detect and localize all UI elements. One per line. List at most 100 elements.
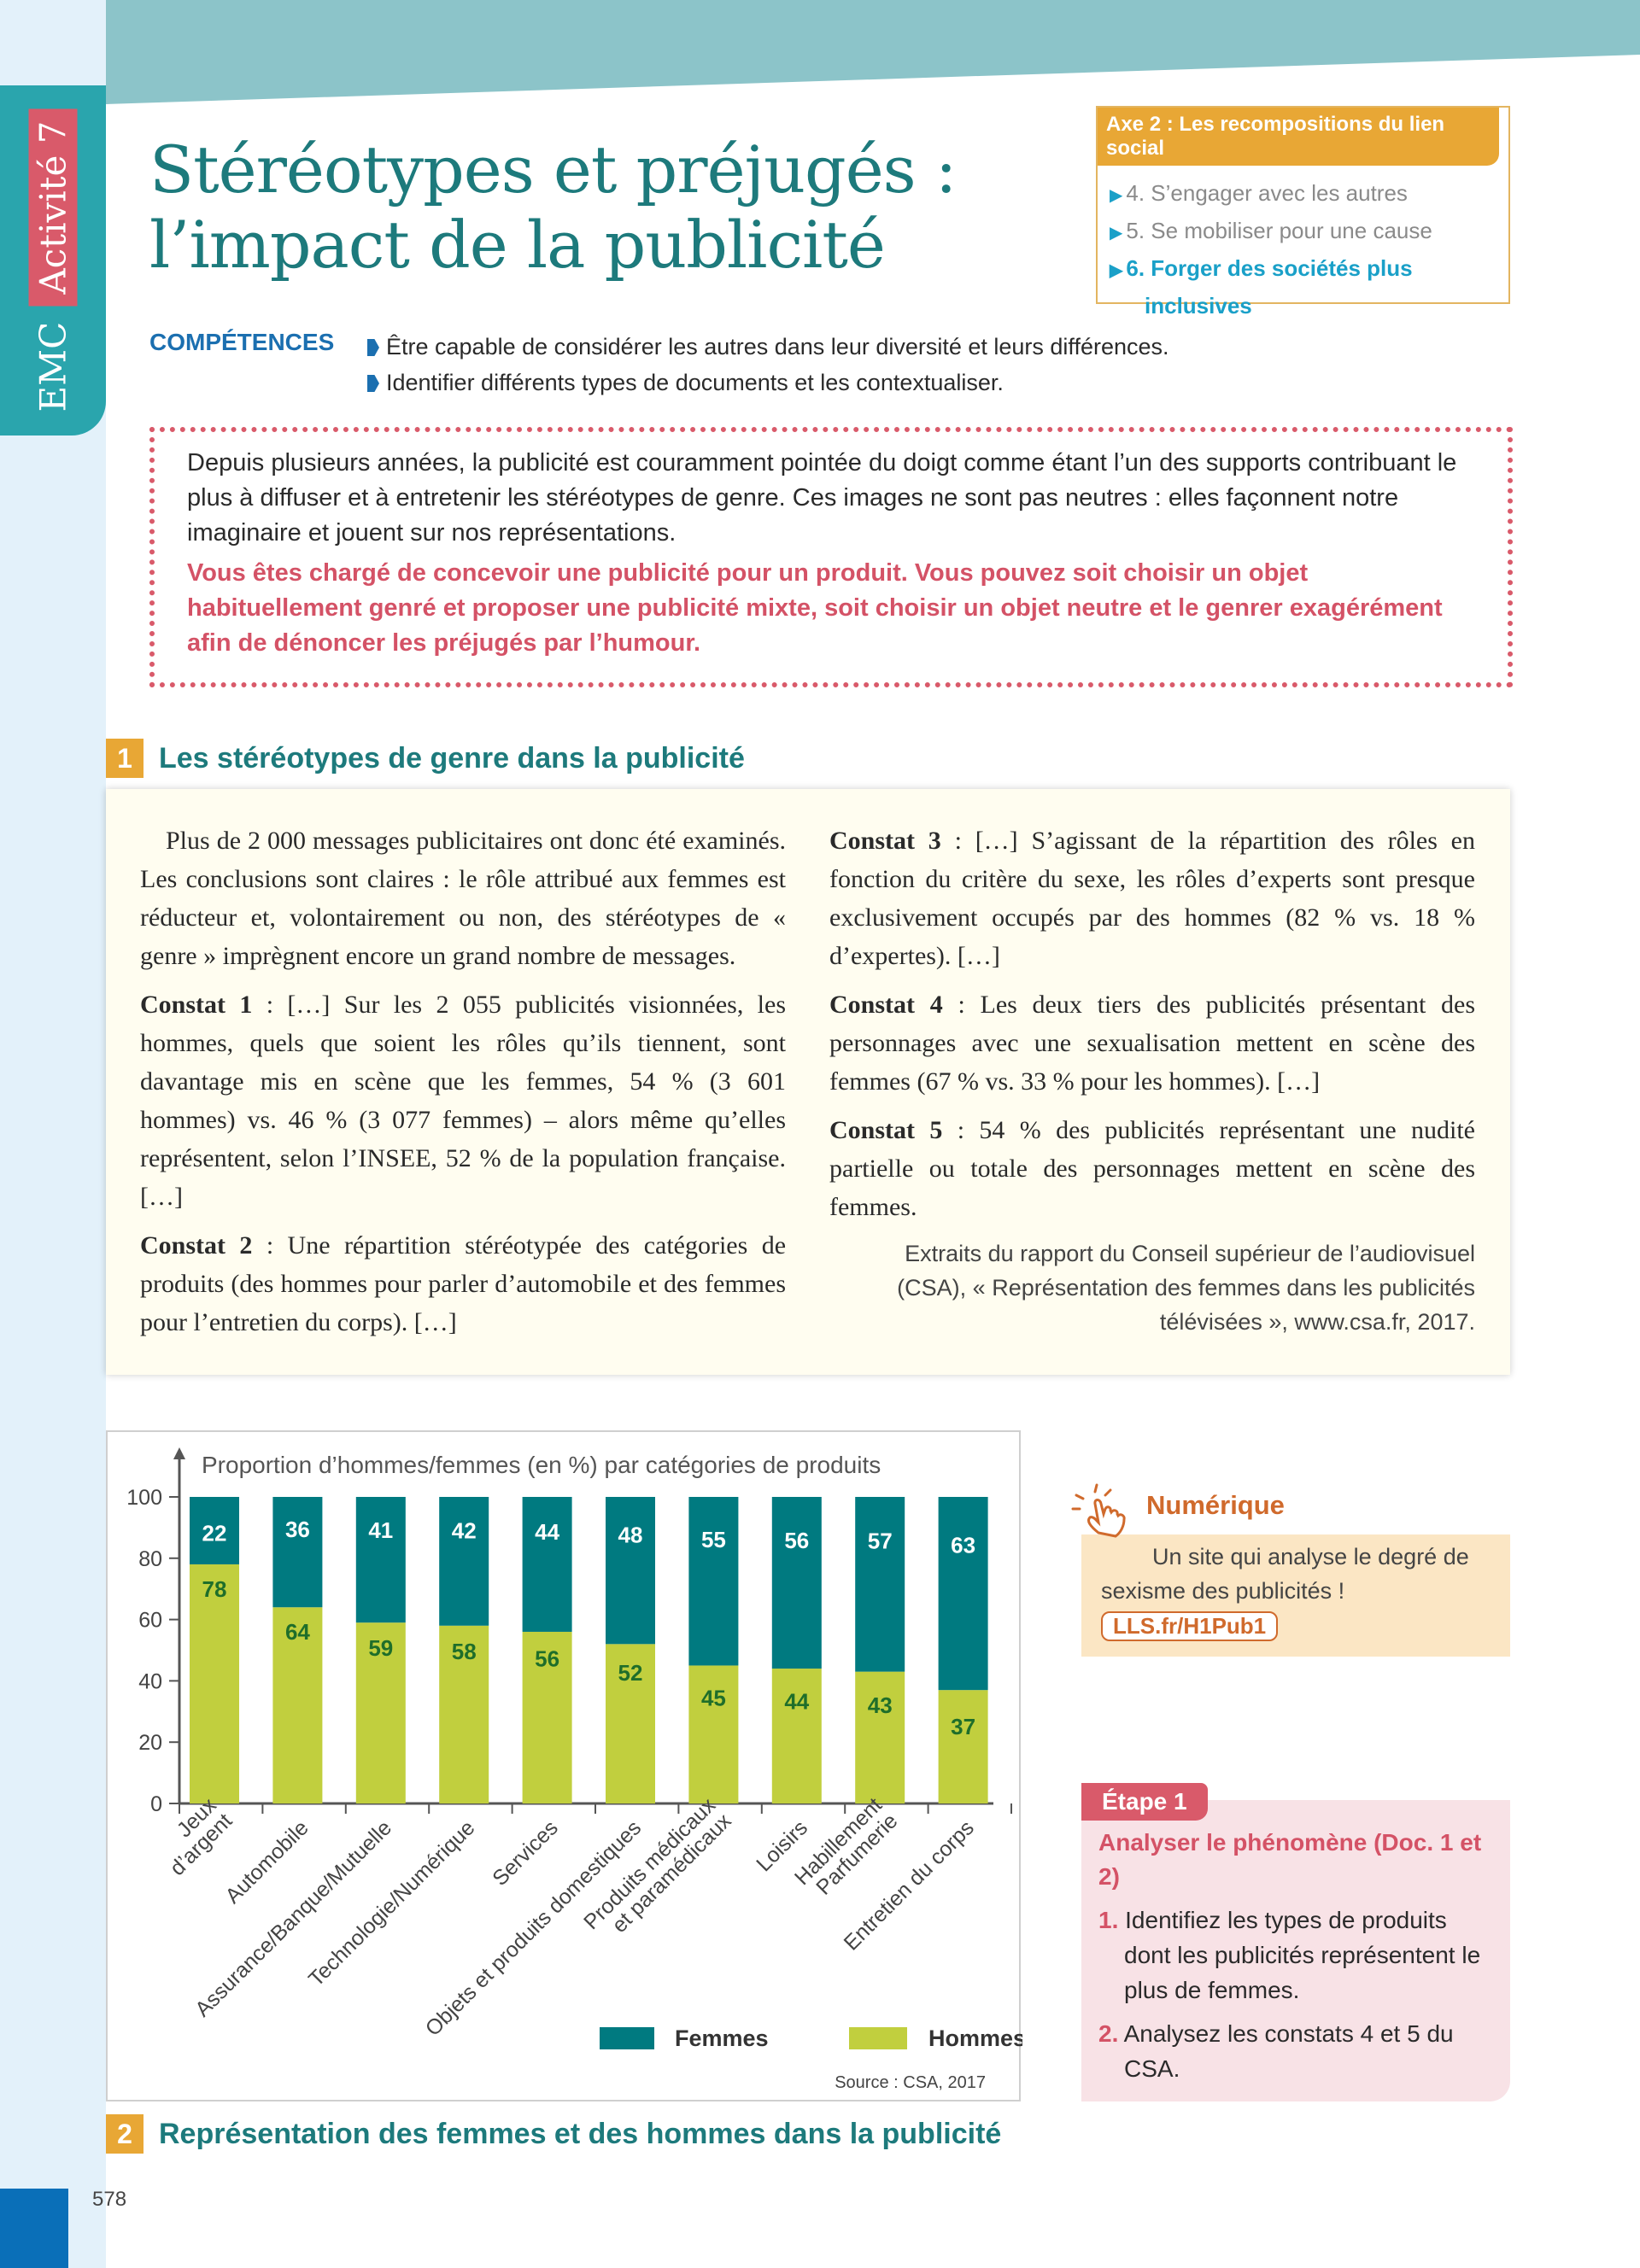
axe-item: ▶ 5. Se mobiliser pour une cause bbox=[1110, 218, 1432, 243]
value-label-hommes: 37 bbox=[951, 1714, 975, 1739]
right-column: Constat 3 : […] S’agissant de la réparti… bbox=[829, 821, 1475, 1349]
paragraph: Plus de 2 000 messages publicitaires ont… bbox=[140, 827, 786, 970]
value-label-femmes: 42 bbox=[452, 1518, 477, 1544]
axe-item: ▶ 4. S’engager avec les autres bbox=[1110, 180, 1408, 206]
y-tick-label: 20 bbox=[138, 1731, 162, 1755]
doc1-text-box: Plus de 2 000 messages publicitaires ont… bbox=[106, 789, 1510, 1375]
value-label-femmes: 41 bbox=[368, 1517, 393, 1543]
numerique-box: Numérique Un site qui analyse le degré d… bbox=[1071, 1483, 1510, 1657]
page-corner bbox=[0, 2189, 68, 2268]
value-label-hommes: 59 bbox=[368, 1635, 393, 1661]
value-label-hommes: 43 bbox=[868, 1692, 893, 1718]
value-label-hommes: 52 bbox=[618, 1660, 643, 1686]
bar-femmes bbox=[522, 1497, 572, 1632]
title-line-1: Stéréotypes et préjugés : bbox=[149, 132, 957, 208]
value-label-femmes: 44 bbox=[535, 1519, 559, 1545]
bar-hommes bbox=[855, 1671, 905, 1803]
question-item: 2. Analysez les constats 4 et 5 du CSA. bbox=[1098, 2020, 1454, 2082]
doc-number: 2 bbox=[106, 2114, 144, 2154]
bar-hommes bbox=[938, 1690, 988, 1803]
y-tick-label: 40 bbox=[138, 1669, 162, 1693]
arrow-icon: ▶ bbox=[1110, 261, 1123, 280]
constat-1: Constat 1 : […] Sur les 2 055 publicités… bbox=[140, 991, 787, 1211]
bar-femmes bbox=[688, 1497, 739, 1666]
bar-hommes bbox=[439, 1625, 489, 1803]
value-label-femmes: 36 bbox=[285, 1517, 310, 1542]
page-title: Stéréotypes et préjugés : l’impact de la… bbox=[149, 132, 957, 283]
doc-title: Représentation des femmes et des hommes … bbox=[159, 2117, 1002, 2150]
page-number: 578 bbox=[92, 2188, 127, 2211]
constat-5: Constat 5 : 54 % des publicités représen… bbox=[829, 1116, 1475, 1221]
value-label-hommes: 45 bbox=[701, 1685, 726, 1710]
doc1-heading: 1 Les stéréotypes de genre dans la publi… bbox=[106, 739, 745, 778]
source-citation: Extraits du rapport du Conseil supérieur… bbox=[897, 1241, 1475, 1335]
top-banner bbox=[106, 0, 1640, 104]
intro-text: Depuis plusieurs années, la publicité es… bbox=[187, 449, 1457, 547]
value-label-hommes: 58 bbox=[452, 1639, 477, 1664]
stacked-bar-chart: Proportion d’hommes/femmes (en %) par ca… bbox=[126, 1447, 1026, 2092]
y-axis-arrow-icon bbox=[173, 1447, 185, 1459]
bar-femmes bbox=[855, 1497, 905, 1672]
axe-box: Axe 2 : Les recompositions du lien socia… bbox=[1096, 106, 1510, 319]
y-tick-label: 80 bbox=[138, 1547, 162, 1571]
value-label-hommes: 64 bbox=[285, 1619, 310, 1645]
activity-tab: EMC Activité 7 bbox=[0, 85, 106, 435]
legend-label-femmes: Femmes bbox=[675, 2025, 769, 2051]
value-label-femmes: 63 bbox=[951, 1532, 975, 1558]
competence-item: Être capable de considérer les autres da… bbox=[367, 329, 1478, 365]
bar-hommes bbox=[688, 1665, 739, 1803]
numerique-link[interactable]: LLS.fr/H1Pub1 bbox=[1101, 1611, 1279, 1641]
competence-item: Identifier différents types de documents… bbox=[367, 365, 1478, 400]
axe-header: Axe 2 : Les recompositions du lien socia… bbox=[1098, 108, 1499, 166]
bar-femmes bbox=[771, 1497, 822, 1669]
etape-heading: Analyser le phénomène (Doc. 1 et 2) bbox=[1098, 1829, 1482, 1890]
bar-hommes bbox=[522, 1631, 572, 1803]
bar-hommes bbox=[355, 1622, 406, 1803]
left-column: Plus de 2 000 messages publicitaires ont… bbox=[140, 821, 786, 1352]
axe-item-current: ▶ 6. Forger des sociétés plus inclusives bbox=[1110, 255, 1413, 319]
category-label: Services bbox=[488, 1815, 563, 1891]
intro-box: Depuis plusieurs années, la publicité es… bbox=[149, 427, 1513, 687]
bar-femmes bbox=[190, 1497, 239, 1564]
y-tick-label: 60 bbox=[138, 1609, 162, 1633]
doc-title: Les stéréotypes de genre dans la publici… bbox=[159, 741, 745, 775]
numerique-title: Numérique bbox=[1146, 1490, 1285, 1520]
arrow-icon: ▶ bbox=[1110, 224, 1123, 243]
numerique-text: Un site qui analyse le degré de sexisme … bbox=[1101, 1544, 1469, 1604]
doc2-heading: 2 Représentation des femmes et des homme… bbox=[106, 2114, 1001, 2154]
value-label-femmes: 56 bbox=[784, 1528, 809, 1553]
constat-3: Constat 3 : […] S’agissant de la réparti… bbox=[829, 827, 1475, 970]
task-text: Vous êtes chargé de concevoir une public… bbox=[187, 559, 1443, 657]
chart-box: Proportion d’hommes/femmes (en %) par ca… bbox=[106, 1430, 1026, 2101]
bar-femmes bbox=[355, 1497, 406, 1623]
y-tick-label: 0 bbox=[150, 1792, 162, 1816]
constat-4: Constat 4 : Les deux tiers des publicité… bbox=[829, 991, 1475, 1096]
y-tick-label: 100 bbox=[126, 1486, 162, 1510]
subject-label: EMC bbox=[32, 321, 74, 412]
category-label: Automobile bbox=[220, 1815, 313, 1908]
value-label-hommes: 56 bbox=[535, 1645, 559, 1671]
legend-swatch-femmes bbox=[600, 2027, 654, 2049]
title-line-2: l’impact de la publicité bbox=[149, 207, 886, 283]
etape-tag: Étape 1 bbox=[1081, 1783, 1208, 1821]
bar-femmes bbox=[272, 1497, 323, 1608]
value-label-hommes: 44 bbox=[784, 1689, 809, 1715]
value-label-femmes: 55 bbox=[701, 1527, 726, 1552]
legend-label-hommes: Hommes bbox=[928, 2025, 1022, 2051]
competences-label: COMPÉTENCES bbox=[149, 329, 335, 355]
bar-hommes bbox=[190, 1564, 239, 1803]
activity-label: Activité 7 bbox=[28, 108, 78, 307]
legend-swatch-hommes bbox=[849, 2027, 907, 2049]
value-label-hommes: 78 bbox=[202, 1576, 227, 1602]
pointing-hand-icon bbox=[1071, 1483, 1126, 1538]
bar-femmes bbox=[938, 1497, 988, 1691]
bar-femmes bbox=[439, 1497, 489, 1626]
constat-2: Constat 2 : Une répartition stéréotypée … bbox=[140, 1231, 787, 1336]
bar-hommes bbox=[606, 1644, 655, 1803]
category-label: Technologie/Numérique bbox=[304, 1815, 480, 1991]
value-label-femmes: 57 bbox=[868, 1529, 893, 1554]
bar-femmes bbox=[606, 1497, 655, 1645]
value-label-femmes: 22 bbox=[202, 1520, 227, 1546]
bar-hommes bbox=[272, 1607, 323, 1803]
chart-title: Proportion d’hommes/femmes (en %) par ca… bbox=[202, 1452, 881, 1478]
